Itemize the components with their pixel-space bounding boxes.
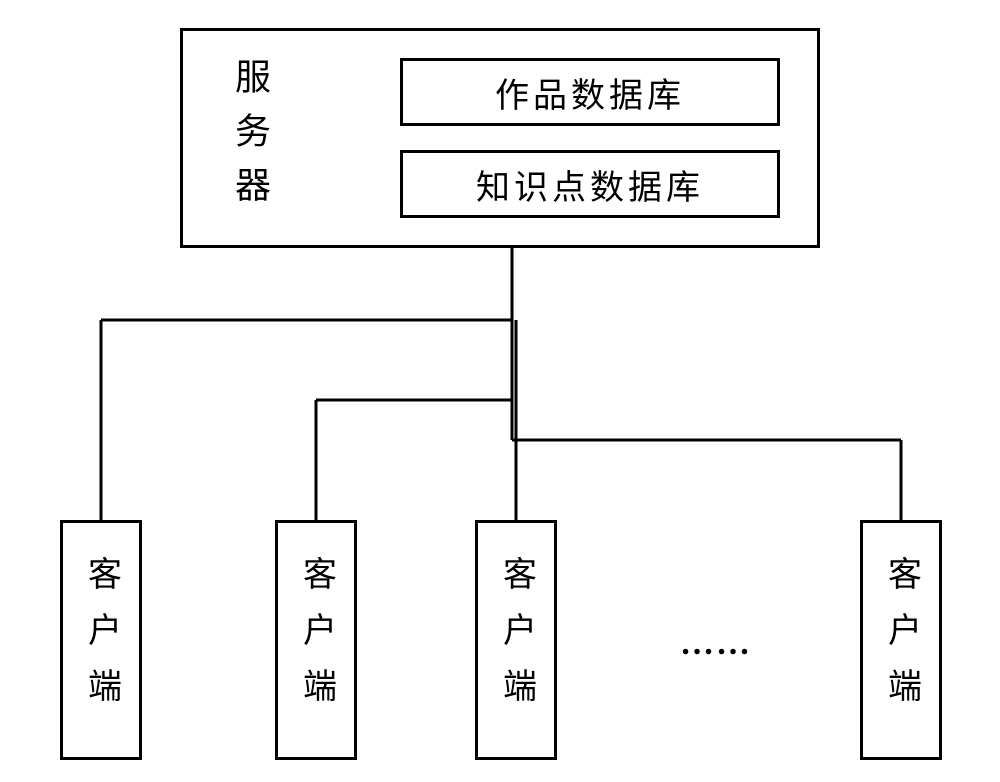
server-label: 服务器 [224,58,276,220]
works-db-box: 作品数据库 [400,58,780,126]
ellipsis: …… [680,625,752,663]
client-1-box: 客户端 [60,520,142,760]
client-2-label: 客户端 [292,556,341,724]
diagram-canvas: 服务器 作品数据库 知识点数据库 客户端 客户端 客户端 客户端 …… [0,0,1000,782]
client-2-box: 客户端 [275,520,357,760]
client-1-label: 客户端 [77,556,126,724]
works-db-label: 作品数据库 [495,68,685,117]
knowledge-db-label: 知识点数据库 [476,160,704,209]
client-n-box: 客户端 [860,520,942,760]
client-3-box: 客户端 [475,520,557,760]
knowledge-db-box: 知识点数据库 [400,150,780,218]
client-n-label: 客户端 [877,556,926,724]
client-3-label: 客户端 [492,556,541,724]
